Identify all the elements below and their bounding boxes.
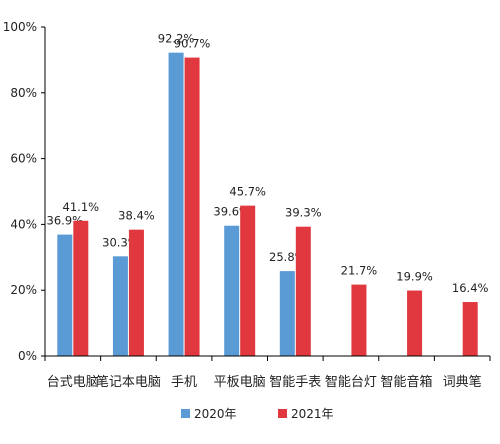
- legend-swatch: [181, 409, 190, 418]
- bar: [57, 234, 73, 356]
- bar: [462, 302, 478, 356]
- bar: [128, 229, 144, 356]
- y-tick-label: 20%: [10, 283, 37, 297]
- data-label: 21.7%: [341, 264, 378, 278]
- bar: [295, 226, 311, 356]
- data-label: 39.3%: [285, 206, 322, 220]
- y-tick-label: 100%: [3, 20, 37, 34]
- legend-swatch: [278, 409, 287, 418]
- x-tick-label: 手机: [171, 375, 197, 390]
- bar: [73, 220, 89, 356]
- bar: [224, 225, 240, 356]
- legend-label: 2020年: [194, 407, 237, 421]
- x-tick-label: 平板电脑: [214, 375, 266, 390]
- bar: [184, 57, 200, 357]
- bar: [168, 52, 184, 357]
- data-label: 38.4%: [118, 209, 155, 223]
- data-label: 90.7%: [174, 37, 211, 51]
- data-label: 41.1%: [63, 200, 100, 214]
- y-tick-label: 0%: [18, 349, 37, 363]
- data-label: 16.4%: [452, 281, 489, 295]
- y-tick-label: 60%: [10, 152, 37, 166]
- data-label: 45.7%: [229, 185, 266, 199]
- legend-label: 2021年: [291, 407, 334, 421]
- bar: [112, 256, 128, 356]
- x-tick-label: 智能台灯: [325, 375, 377, 390]
- bar: [240, 205, 256, 356]
- y-tick-label: 40%: [10, 217, 37, 231]
- data-label: 19.9%: [396, 270, 433, 284]
- y-tick-label: 80%: [10, 86, 37, 100]
- bar: [407, 290, 423, 356]
- bar: [351, 284, 367, 356]
- bar: [279, 271, 295, 356]
- x-tick-label: 词典笔: [443, 374, 482, 390]
- x-tick-label: 台式电脑: [47, 375, 99, 390]
- x-tick-label: 笔记本电脑: [96, 374, 161, 390]
- x-tick-label: 智能音箱: [381, 374, 433, 390]
- data-label: 92.2%: [158, 32, 195, 46]
- x-tick-label: 智能手表: [269, 375, 321, 390]
